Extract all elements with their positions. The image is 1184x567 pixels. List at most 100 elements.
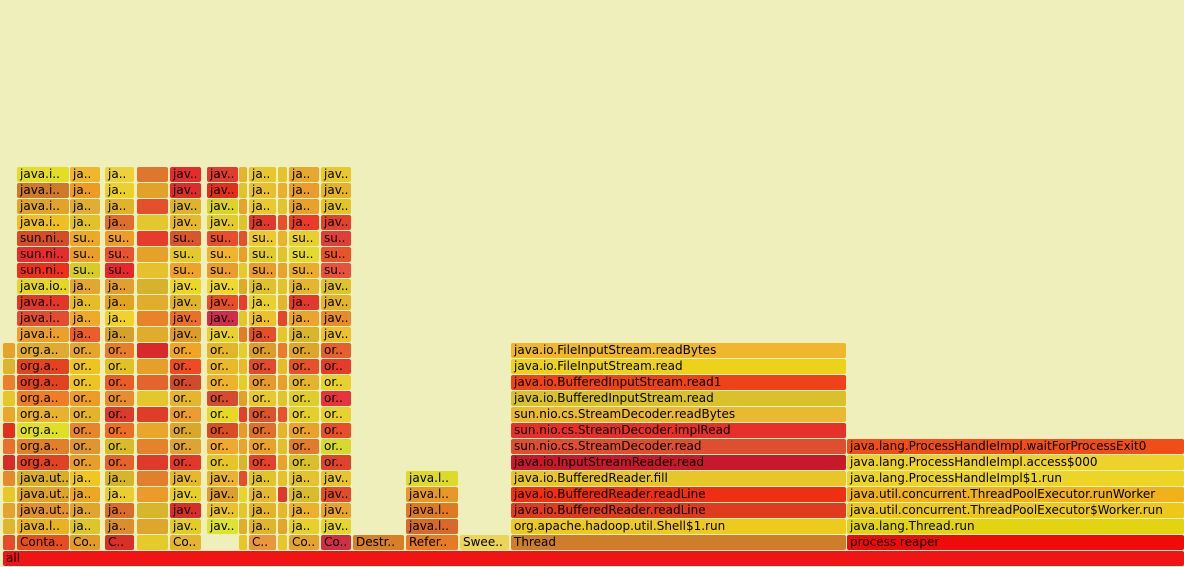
stack-frame[interactable]: su..: [207, 247, 238, 262]
stack-frame-unlabeled[interactable]: [239, 199, 247, 214]
stack-frame[interactable]: ja..: [105, 471, 134, 486]
stack-frame[interactable]: ja..: [289, 471, 319, 486]
stack-frame[interactable]: java.lang.Thread.run: [847, 519, 1184, 534]
stack-frame[interactable]: jav..: [321, 167, 351, 182]
stack-frame[interactable]: ja..: [70, 519, 100, 534]
stack-frame[interactable]: or..: [249, 455, 276, 470]
stack-frame[interactable]: Co..: [321, 535, 351, 550]
stack-frame[interactable]: org.a..: [17, 455, 69, 470]
stack-frame[interactable]: jav..: [207, 311, 238, 326]
stack-frame-unlabeled[interactable]: [239, 231, 247, 246]
stack-frame[interactable]: java.io.FileInputStream.readBytes: [511, 343, 846, 358]
stack-frame-unlabeled[interactable]: [137, 487, 168, 502]
stack-frame[interactable]: ja..: [105, 327, 134, 342]
stack-frame[interactable]: or..: [321, 359, 351, 374]
stack-frame[interactable]: java.io.BufferedInputStream.read: [511, 391, 846, 406]
stack-frame-unlabeled[interactable]: [137, 455, 168, 470]
stack-frame[interactable]: su..: [105, 247, 134, 262]
stack-frame-unlabeled[interactable]: [137, 247, 168, 262]
stack-frame[interactable]: java.i..: [17, 167, 69, 182]
stack-frame[interactable]: jav..: [321, 519, 351, 534]
stack-frame[interactable]: or..: [289, 375, 319, 390]
stack-frame[interactable]: or..: [170, 439, 201, 454]
stack-frame-unlabeled[interactable]: [278, 231, 287, 246]
stack-frame[interactable]: jav..: [321, 183, 351, 198]
stack-frame[interactable]: or..: [249, 423, 276, 438]
stack-frame[interactable]: Thread: [511, 535, 846, 550]
stack-frame[interactable]: or..: [249, 391, 276, 406]
stack-frame[interactable]: ja..: [289, 519, 319, 534]
stack-frame[interactable]: su..: [289, 263, 319, 278]
stack-frame[interactable]: or..: [289, 455, 319, 470]
stack-frame-unlabeled[interactable]: [137, 295, 168, 310]
stack-frame[interactable]: ja..: [105, 295, 134, 310]
stack-frame[interactable]: ja..: [70, 503, 100, 518]
stack-frame[interactable]: or..: [321, 391, 351, 406]
stack-frame[interactable]: process reaper: [847, 535, 1184, 550]
stack-frame[interactable]: all: [3, 551, 1184, 566]
stack-frame[interactable]: jav..: [207, 279, 238, 294]
stack-frame[interactable]: org.a..: [17, 423, 69, 438]
stack-frame[interactable]: su..: [289, 231, 319, 246]
stack-frame[interactable]: jav..: [170, 519, 201, 534]
stack-frame[interactable]: ja..: [249, 167, 276, 182]
stack-frame[interactable]: su..: [321, 247, 351, 262]
stack-frame[interactable]: ja..: [105, 199, 134, 214]
stack-frame-unlabeled[interactable]: [239, 295, 247, 310]
stack-frame[interactable]: or..: [105, 439, 134, 454]
stack-frame[interactable]: jav..: [321, 215, 351, 230]
stack-frame[interactable]: jav..: [321, 487, 351, 502]
stack-frame-unlabeled[interactable]: [278, 311, 287, 326]
stack-frame[interactable]: su..: [321, 231, 351, 246]
stack-frame[interactable]: su..: [170, 263, 201, 278]
stack-frame[interactable]: ja..: [70, 167, 100, 182]
stack-frame-unlabeled[interactable]: [239, 343, 247, 358]
stack-frame[interactable]: ja..: [249, 311, 276, 326]
stack-frame[interactable]: org.a..: [17, 391, 69, 406]
stack-frame-unlabeled[interactable]: [278, 519, 287, 534]
stack-frame[interactable]: ja..: [105, 519, 134, 534]
stack-frame-unlabeled[interactable]: [278, 471, 287, 486]
stack-frame-unlabeled[interactable]: [137, 327, 168, 342]
stack-frame[interactable]: java.l..: [406, 519, 458, 534]
stack-frame[interactable]: or..: [105, 455, 134, 470]
stack-frame-unlabeled[interactable]: [278, 343, 287, 358]
stack-frame[interactable]: ja..: [289, 503, 319, 518]
stack-frame[interactable]: su..: [249, 247, 276, 262]
stack-frame-unlabeled[interactable]: [137, 375, 168, 390]
stack-frame[interactable]: ja..: [249, 519, 276, 534]
stack-frame[interactable]: jav..: [321, 311, 351, 326]
stack-frame[interactable]: ja..: [70, 215, 100, 230]
stack-frame[interactable]: ja..: [70, 279, 100, 294]
stack-frame[interactable]: Co..: [70, 535, 100, 550]
stack-frame[interactable]: or..: [70, 439, 100, 454]
stack-frame-unlabeled[interactable]: [3, 359, 15, 374]
stack-frame[interactable]: java.io.BufferedReader.readLine: [511, 503, 846, 518]
stack-frame-unlabeled[interactable]: [3, 423, 15, 438]
stack-frame-unlabeled[interactable]: [239, 167, 247, 182]
stack-frame[interactable]: or..: [70, 423, 100, 438]
stack-frame-unlabeled[interactable]: [278, 535, 287, 550]
stack-frame[interactable]: or..: [207, 375, 238, 390]
stack-frame[interactable]: jav..: [170, 295, 201, 310]
stack-frame[interactable]: java.io..: [17, 279, 69, 294]
stack-frame-unlabeled[interactable]: [278, 167, 287, 182]
stack-frame-unlabeled[interactable]: [239, 503, 247, 518]
stack-frame[interactable]: or..: [70, 391, 100, 406]
stack-frame[interactable]: C..: [105, 535, 134, 550]
stack-frame[interactable]: or..: [321, 439, 351, 454]
stack-frame[interactable]: or..: [170, 407, 201, 422]
stack-frame[interactable]: ja..: [249, 279, 276, 294]
stack-frame[interactable]: jav..: [321, 471, 351, 486]
stack-frame[interactable]: jav..: [170, 279, 201, 294]
stack-frame[interactable]: java.io.BufferedReader.readLine: [511, 487, 846, 502]
stack-frame[interactable]: jav..: [207, 327, 238, 342]
stack-frame[interactable]: or..: [105, 407, 134, 422]
stack-frame[interactable]: jav..: [321, 199, 351, 214]
stack-frame[interactable]: or..: [207, 423, 238, 438]
stack-frame-unlabeled[interactable]: [278, 503, 287, 518]
stack-frame[interactable]: ja..: [70, 487, 100, 502]
stack-frame[interactable]: java.lang.ProcessHandleImpl.waitForProce…: [847, 439, 1184, 454]
stack-frame[interactable]: or..: [321, 343, 351, 358]
stack-frame[interactable]: java.i..: [17, 215, 69, 230]
